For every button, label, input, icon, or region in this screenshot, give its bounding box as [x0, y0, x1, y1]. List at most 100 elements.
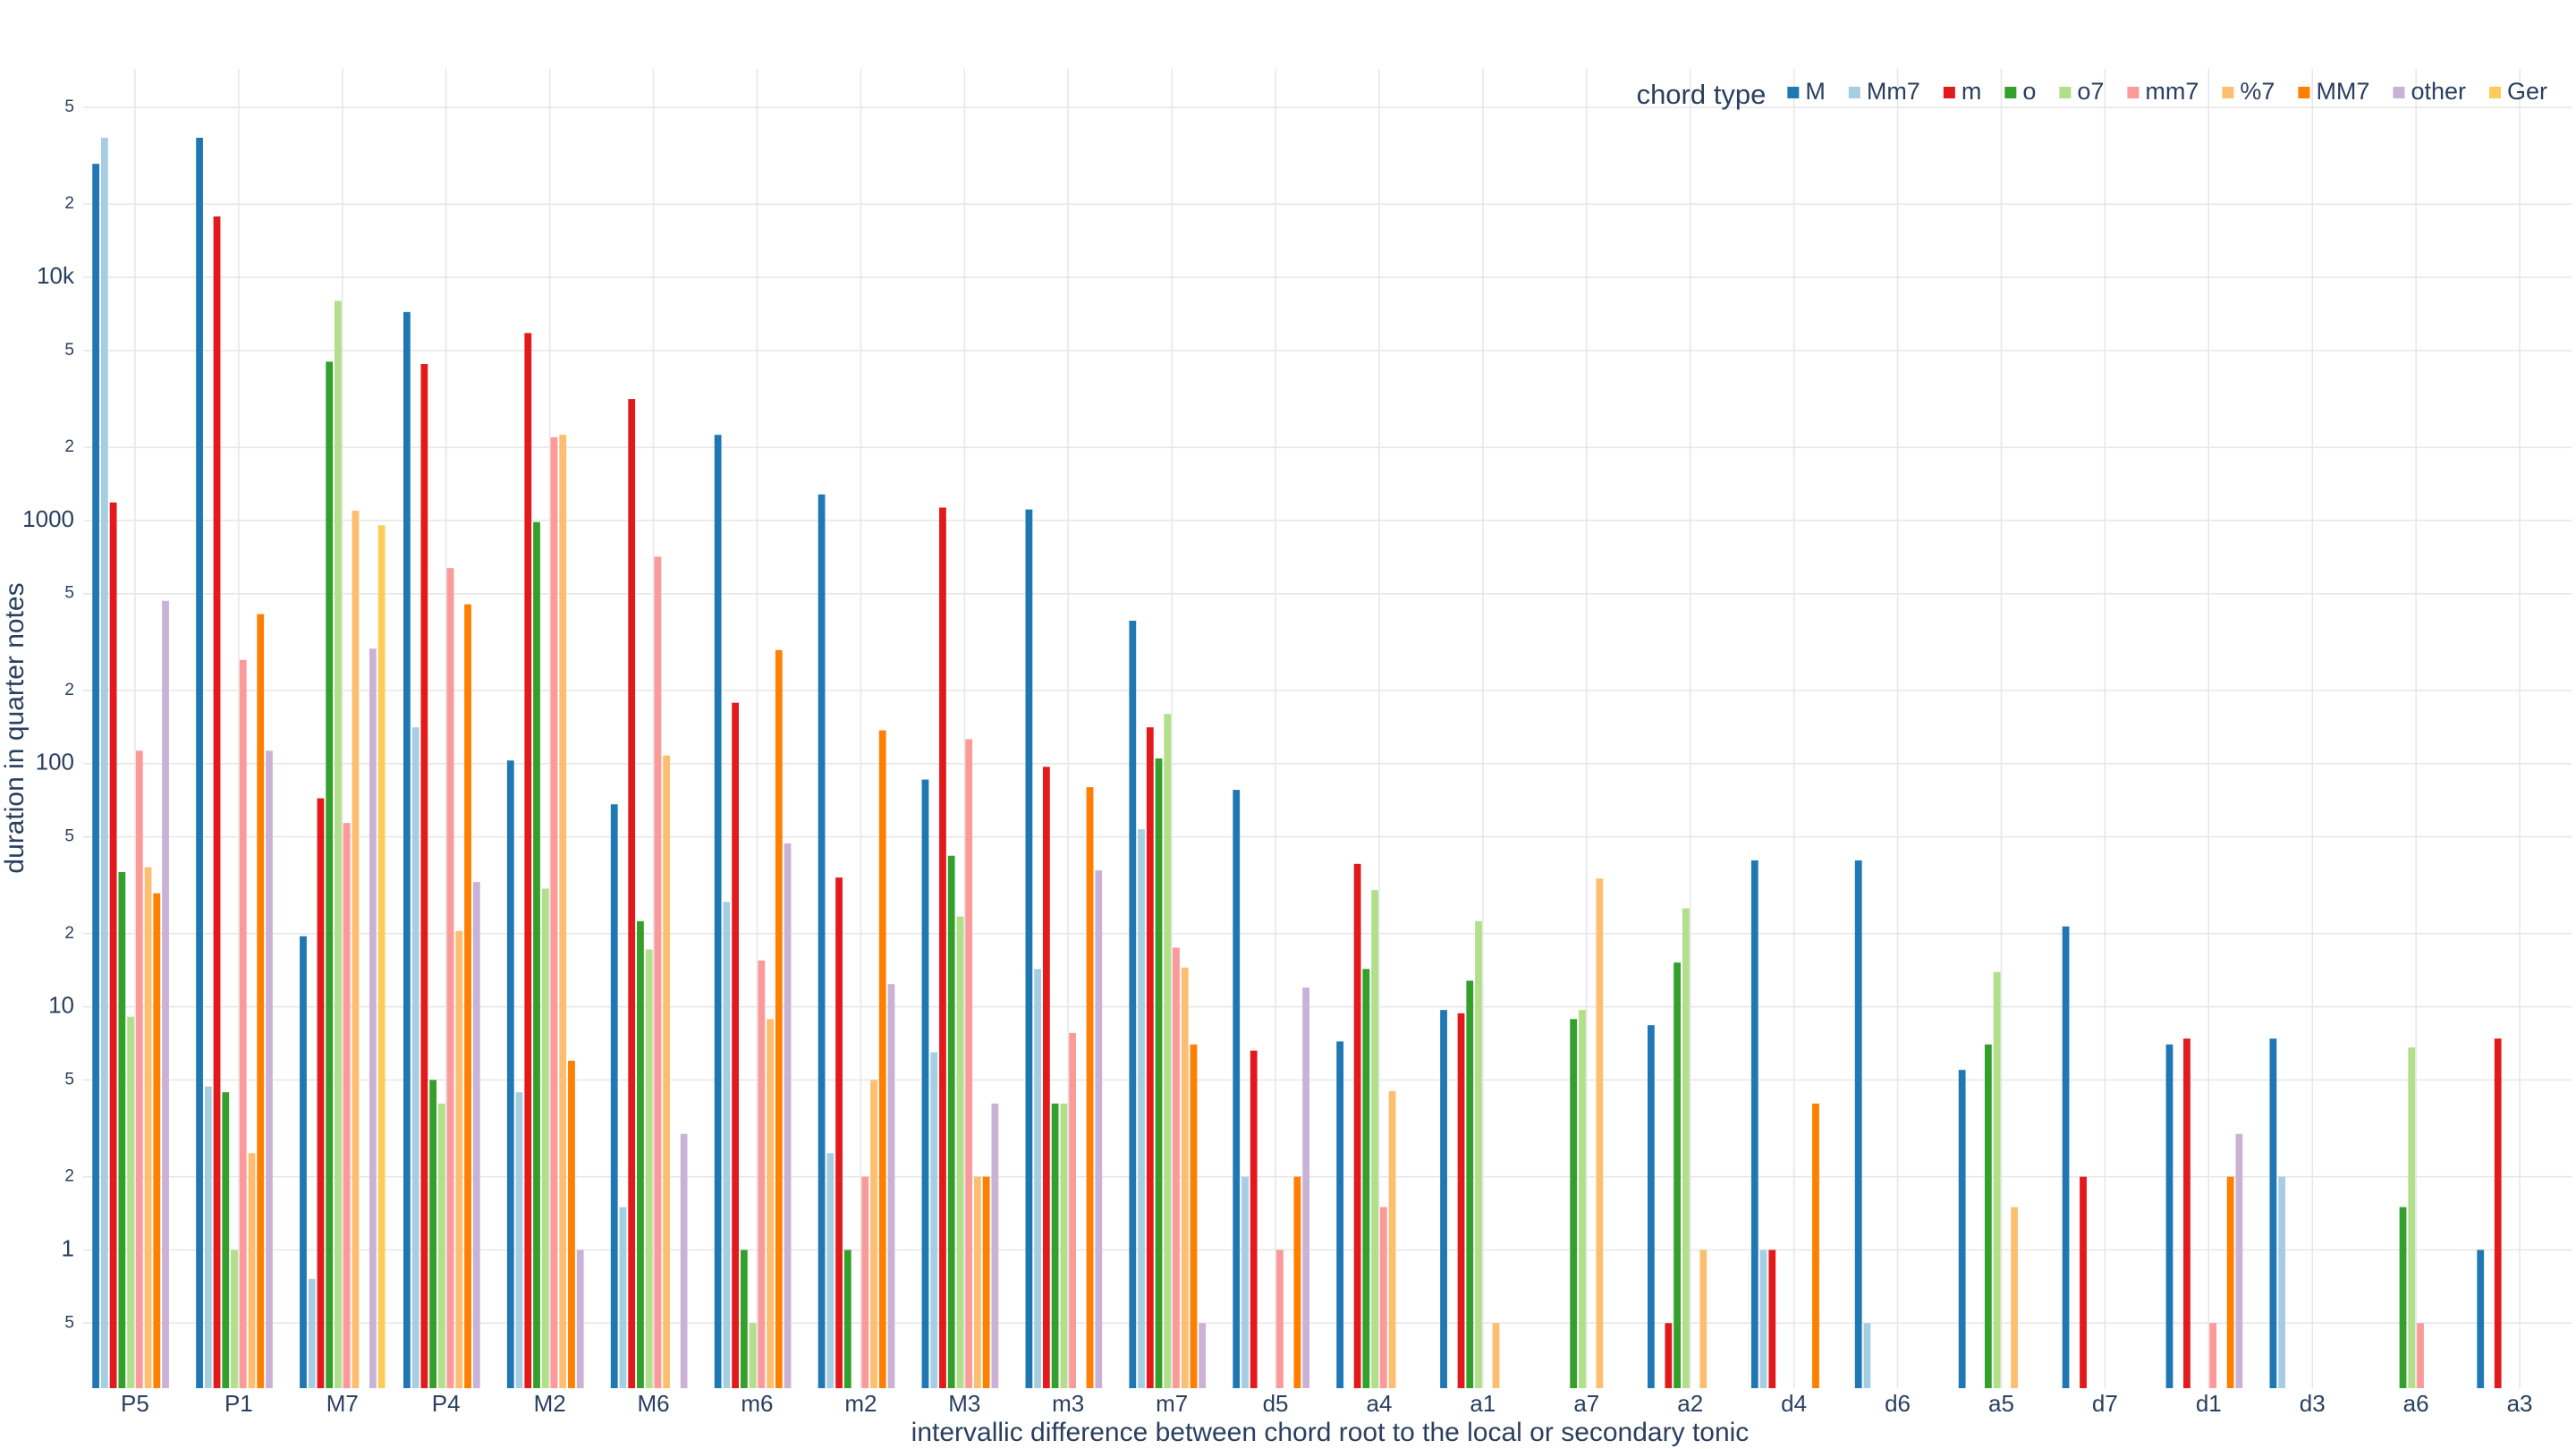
legend-label[interactable]: other — [2411, 78, 2466, 105]
bar — [377, 525, 386, 1388]
bar — [402, 311, 411, 1389]
x-tick-label: m6 — [741, 1390, 773, 1417]
bar — [956, 916, 964, 1388]
bar — [464, 604, 471, 1388]
bar — [1863, 1323, 1871, 1388]
bar — [2417, 1323, 2424, 1388]
bar — [541, 888, 549, 1388]
x-tick-label: M2 — [534, 1390, 566, 1417]
bar — [1371, 890, 1378, 1388]
bar — [1674, 962, 1681, 1388]
legend-label[interactable]: o7 — [2077, 78, 2104, 105]
bar — [92, 164, 100, 1389]
bar — [1233, 790, 1241, 1388]
bar — [2477, 1250, 2485, 1388]
bar — [1379, 1207, 1387, 1388]
bar — [411, 727, 419, 1388]
bar — [758, 960, 766, 1388]
bar — [628, 399, 636, 1389]
bar — [930, 1052, 938, 1388]
legend-swatch[interactable] — [2127, 87, 2140, 98]
bar — [1146, 727, 1154, 1388]
bar — [1854, 860, 1862, 1388]
legend-label[interactable]: MM7 — [2316, 78, 2369, 105]
bar-layer — [92, 138, 2502, 1389]
bar — [213, 216, 221, 1388]
bar — [472, 882, 480, 1388]
bar — [1181, 967, 1189, 1388]
bar — [1173, 947, 1180, 1388]
bar — [1199, 1323, 1207, 1388]
x-tick-label: P5 — [121, 1390, 149, 1417]
bar — [1682, 908, 1690, 1388]
legend-swatch[interactable] — [2298, 87, 2310, 98]
y-tick-label: 5 — [64, 341, 74, 360]
x-tick-label: m2 — [844, 1390, 877, 1417]
bar — [1759, 1250, 1767, 1388]
y-tick-label: 10 — [48, 991, 74, 1018]
x-axis-title: intervallic difference between chord roo… — [911, 1418, 1750, 1447]
legend-swatch[interactable] — [2004, 87, 2017, 98]
x-tick-label: d3 — [2300, 1390, 2326, 1417]
x-tick-label: a5 — [1988, 1390, 2014, 1417]
bar — [1060, 1103, 1068, 1388]
bar — [576, 1250, 584, 1388]
legend-label[interactable]: %7 — [2240, 78, 2275, 105]
x-tick-label: d5 — [1263, 1390, 1289, 1417]
legend-swatch[interactable] — [2059, 87, 2072, 98]
x-tick-label: m3 — [1052, 1390, 1084, 1417]
bar — [861, 1176, 869, 1388]
y-tick-label: 5 — [64, 1070, 74, 1089]
bar — [1768, 1250, 1776, 1388]
bar — [369, 648, 377, 1388]
bar — [1025, 509, 1033, 1388]
bar — [2494, 1038, 2502, 1388]
bar — [784, 843, 792, 1388]
legend-label[interactable]: M — [1805, 78, 1826, 105]
legend-label[interactable]: mm7 — [2145, 78, 2199, 105]
bar — [2278, 1176, 2286, 1388]
legend-label[interactable]: Mm7 — [1867, 78, 1920, 105]
legend-swatch[interactable] — [2393, 87, 2405, 98]
bar — [2183, 1038, 2190, 1388]
bar — [204, 1086, 212, 1388]
bar — [196, 138, 203, 1389]
y-tick-label: 100 — [36, 749, 74, 775]
bar — [231, 1250, 238, 1388]
bar — [767, 1019, 774, 1388]
y-tick-label: 1 — [62, 1234, 74, 1261]
bar — [1362, 969, 1370, 1388]
legend-swatch[interactable] — [2488, 87, 2501, 98]
bar — [1466, 980, 1474, 1388]
bar — [974, 1176, 981, 1388]
x-tick-label: d4 — [1781, 1390, 1807, 1417]
y-tick-label: 5 — [64, 584, 74, 603]
legend-swatch[interactable] — [1943, 87, 1955, 98]
bar — [127, 1016, 134, 1388]
bar — [1302, 987, 1310, 1388]
bar — [982, 1176, 990, 1388]
legend-label[interactable]: Ger — [2507, 78, 2547, 105]
bar — [352, 510, 360, 1388]
y-tick-label: 2 — [64, 194, 74, 213]
x-tick-label: P4 — [432, 1390, 461, 1417]
bar — [2080, 1176, 2087, 1388]
y-tick-label: 5 — [64, 827, 74, 846]
bar — [2062, 926, 2070, 1388]
legend-label[interactable]: m — [1962, 78, 1982, 105]
bar — [153, 893, 161, 1388]
bar — [1570, 1019, 1578, 1388]
bar — [2408, 1047, 2416, 1388]
legend-swatch[interactable] — [2222, 87, 2234, 98]
bar — [524, 333, 532, 1388]
legend-label[interactable]: o — [2022, 78, 2036, 105]
bar — [870, 1080, 877, 1388]
legend-swatch[interactable] — [1787, 87, 1800, 98]
bar — [1034, 969, 1042, 1388]
x-tick-label: d7 — [2092, 1390, 2118, 1417]
legend-swatch[interactable] — [1848, 87, 1860, 98]
bar — [257, 614, 265, 1388]
bar — [420, 363, 428, 1388]
